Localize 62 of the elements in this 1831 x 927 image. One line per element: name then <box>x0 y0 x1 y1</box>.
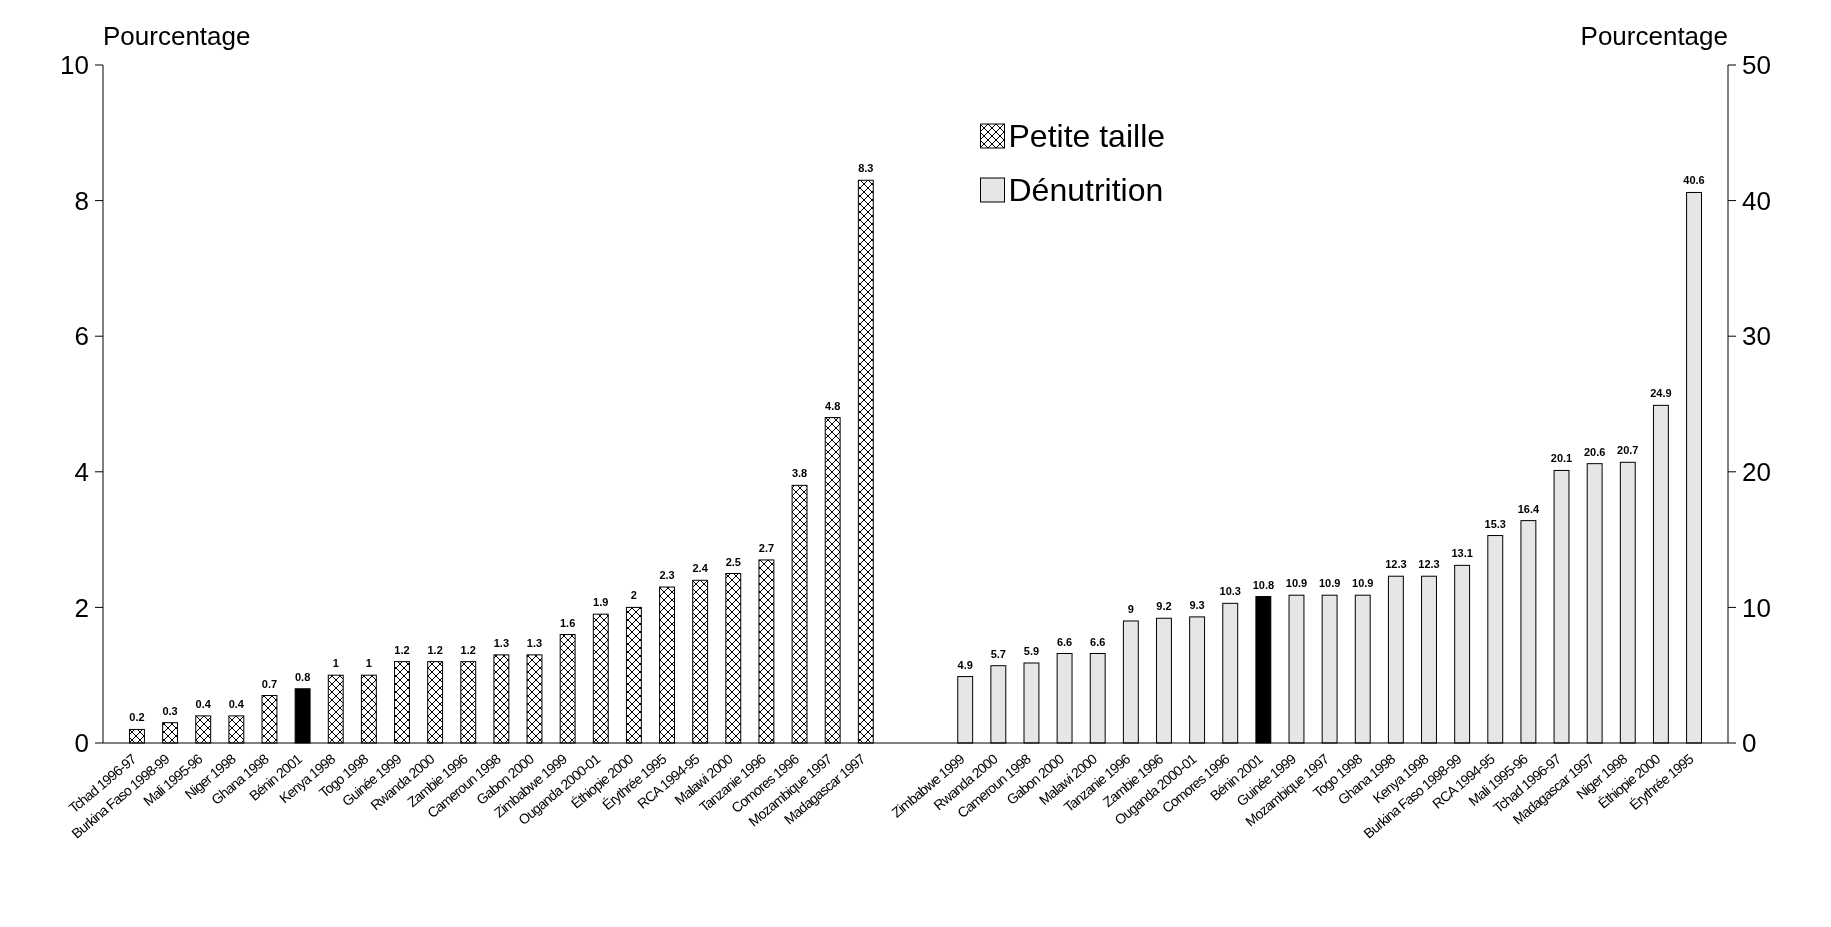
data-label: 8.3 <box>858 162 874 175</box>
data-label: 5.9 <box>1023 645 1040 657</box>
data-label: 1.2 <box>427 643 443 656</box>
data-label: 1 <box>365 657 372 670</box>
data-label: 3.8 <box>791 467 808 480</box>
data-label: 13.1 <box>1451 547 1473 560</box>
data-label: 2.4 <box>692 562 709 575</box>
data-label: 1.6 <box>559 616 576 629</box>
y2-tick-label: 0 <box>1742 728 1757 759</box>
y2-axis-title: Pourcentage <box>1580 21 1728 51</box>
data-label: 10.8 <box>1252 578 1275 591</box>
data-label: 2.7 <box>758 541 775 554</box>
data-label: 24.9 <box>1650 387 1672 400</box>
data-label: 5.7 <box>990 647 1006 660</box>
data-label: 0.3 <box>162 704 178 717</box>
data-label: 20.6 <box>1583 445 1606 458</box>
y2-tick-label: 30 <box>1742 321 1771 352</box>
data-label: 10.3 <box>1219 585 1241 598</box>
data-label: 2.3 <box>659 569 675 582</box>
data-label: 0.4 <box>195 697 212 710</box>
data-label: 16.4 <box>1517 502 1540 515</box>
data-label: 10.9 <box>1318 577 1341 590</box>
data-label: 15.3 <box>1484 517 1506 530</box>
data-label: 1.3 <box>493 636 510 649</box>
data-label: 6.6 <box>1090 635 1106 648</box>
data-label: 1.2 <box>394 643 410 656</box>
y-tick-label: 4 <box>74 456 89 487</box>
data-label: 1.2 <box>460 643 476 656</box>
data-label: 6.6 <box>1056 635 1073 648</box>
data-label: 0.8 <box>294 670 311 683</box>
y-tick-label: 10 <box>60 50 89 81</box>
data-label: 1.9 <box>593 596 609 609</box>
y-tick-label: 6 <box>74 321 89 352</box>
data-label: 1.3 <box>526 636 543 649</box>
y2-tick-label: 40 <box>1742 185 1771 216</box>
data-label: 4.8 <box>825 399 841 412</box>
y2-tick-label: 10 <box>1742 592 1771 623</box>
y2-tick-label: 20 <box>1742 456 1771 487</box>
data-label: 12.3 <box>1418 558 1440 571</box>
data-label: 10.9 <box>1285 577 1308 590</box>
data-label: 10.9 <box>1352 577 1374 590</box>
data-label: 4.9 <box>957 658 973 671</box>
data-label: 9.2 <box>1156 600 1172 613</box>
data-label: 40.6 <box>1683 174 1705 187</box>
data-label: 2 <box>630 589 637 602</box>
y-tick-label: 8 <box>74 185 89 216</box>
y2-tick-label: 50 <box>1742 50 1771 81</box>
data-label: 1 <box>332 657 339 670</box>
data-label: 9 <box>1127 602 1134 615</box>
data-label: 12.3 <box>1385 558 1407 571</box>
data-label: 20.1 <box>1550 452 1573 465</box>
legend-label: Petite taille <box>1008 118 1166 155</box>
y-tick-label: 0 <box>74 728 89 759</box>
data-label: 2.5 <box>725 555 741 568</box>
data-label: 0.7 <box>261 677 278 690</box>
legend-label: Dénutrition <box>1008 172 1164 209</box>
y-axis-title: Pourcentage <box>103 21 251 51</box>
data-label: 9.3 <box>1189 598 1205 611</box>
y-tick-label: 2 <box>74 592 89 623</box>
data-label: 0.2 <box>129 711 145 724</box>
data-label: 0.4 <box>228 697 245 710</box>
data-label: 20.7 <box>1617 444 1639 457</box>
